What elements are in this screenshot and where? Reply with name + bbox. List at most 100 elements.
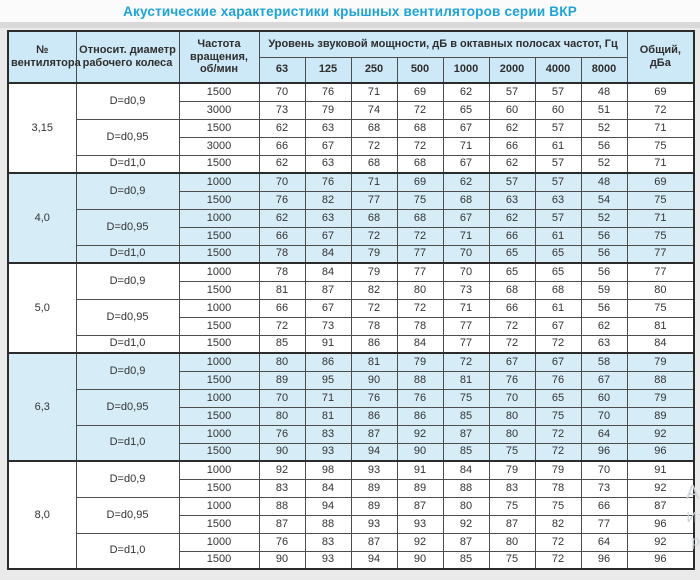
level-cell-1000: 77	[442, 316, 490, 336]
speed-cell: 1500	[178, 478, 260, 498]
header-speed: Частота вращения, об/мин	[178, 30, 260, 84]
level-cell-8000: 51	[580, 100, 628, 120]
total-cell: 75	[626, 136, 695, 156]
diameter-cell: D=d0,95	[75, 388, 180, 426]
diameter-cell: D=d0,9	[75, 172, 180, 210]
level-cell-63: 78	[258, 244, 306, 264]
header-freq-8000: 8000	[580, 56, 628, 84]
level-cell-1000: 73	[442, 280, 490, 300]
level-cell-1000: 62	[442, 82, 490, 102]
level-cell-125: 98	[304, 460, 352, 480]
level-cell-2000: 62	[488, 208, 536, 228]
table-row: 1500 90 93 94 90 85 75 72 96 96	[8, 550, 695, 570]
level-cell-8000: 77	[580, 514, 628, 534]
level-cell-125: 93	[304, 442, 352, 462]
level-cell-4000: 60	[534, 100, 582, 120]
level-cell-1000: 72	[442, 352, 490, 372]
level-cell-8000: 96	[580, 442, 628, 462]
level-cell-63: 70	[258, 388, 306, 408]
speed-cell: 1500	[178, 406, 260, 426]
speed-cell: 1000	[178, 172, 260, 192]
total-cell: 88	[626, 370, 695, 390]
table-row: 5,0 D=d0,9 1000 78 84 79 77 70 65 65 56 77	[7, 262, 695, 354]
level-cell-500: 72	[396, 100, 444, 120]
level-cell-250: 81	[350, 352, 398, 372]
diameter-cell: D=d1,0	[75, 424, 180, 462]
level-cell-500: 90	[396, 442, 444, 462]
level-cell-8000: 96	[580, 550, 628, 570]
level-cell-250: 76	[350, 388, 398, 408]
level-cell-2000: 60	[488, 100, 536, 120]
total-cell: 79	[626, 388, 695, 408]
level-cell-63: 66	[258, 298, 306, 318]
level-cell-250: 87	[350, 424, 398, 444]
level-cell-63: 87	[258, 514, 306, 534]
level-cell-63: 62	[258, 118, 306, 138]
level-cell-250: 77	[350, 190, 398, 210]
speed-cell: 1000	[178, 262, 260, 282]
level-cell-1000: 67	[442, 118, 490, 138]
level-cell-2000: 70	[488, 388, 536, 408]
header-freq-500: 500	[396, 56, 444, 84]
table-row: D=d1,0 1500 78 84 79 77 70 65 65 56 77	[8, 244, 695, 264]
level-cell-8000: 70	[580, 406, 628, 426]
level-cell-63: 76	[258, 190, 306, 210]
level-cell-125: 83	[304, 532, 352, 552]
diameter-cell: D=d1,0	[75, 334, 180, 354]
level-cell-63: 89	[258, 370, 306, 390]
table-row: D=d1,0 1500 62 63 68 68 67 62 57 52 71	[8, 154, 695, 174]
level-cell-2000: 75	[488, 550, 536, 570]
level-cell-250: 72	[350, 298, 398, 318]
table-container: № вентилятора Относит. диаметр рабочего …	[0, 28, 700, 570]
level-cell-250: 71	[350, 82, 398, 102]
level-cell-125: 91	[304, 334, 352, 354]
fan-number-cell: 6,3	[7, 352, 77, 462]
level-cell-2000: 63	[488, 190, 536, 210]
level-cell-2000: 66	[488, 226, 536, 246]
level-cell-2000: 68	[488, 280, 536, 300]
table-row: D=d1,0 1000 76 83 87 92 87 80 72 64 92	[8, 424, 695, 462]
fan-number-cell: 5,0	[7, 262, 77, 354]
level-cell-8000: 58	[580, 352, 628, 372]
level-cell-4000: 72	[534, 334, 582, 354]
level-cell-500: 69	[396, 172, 444, 192]
level-cell-63: 88	[258, 496, 306, 516]
level-cell-500: 77	[396, 262, 444, 282]
level-cell-250: 79	[350, 262, 398, 282]
table-header: № вентилятора Относит. диаметр рабочего …	[7, 30, 695, 84]
header-freq-63: 63	[258, 56, 306, 84]
speed-cell: 1500	[178, 244, 260, 264]
level-cell-1000: 85	[442, 550, 490, 570]
diameter-cell: D=d0,95	[75, 496, 180, 534]
level-cell-125: 83	[304, 424, 352, 444]
level-cell-500: 92	[396, 532, 444, 552]
level-cell-4000: 57	[534, 172, 582, 192]
table-row: 1500 87 88 93 93 92 87 82 77 96	[8, 514, 695, 534]
level-cell-63: 80	[258, 352, 306, 372]
level-cell-63: 81	[258, 280, 306, 300]
level-cell-500: 84	[396, 334, 444, 354]
level-cell-8000: 54	[580, 190, 628, 210]
total-cell: 87	[626, 496, 695, 516]
speed-cell: 1500	[178, 118, 260, 138]
level-cell-2000: 76	[488, 370, 536, 390]
level-cell-250: 68	[350, 154, 398, 174]
level-cell-63: 70	[258, 82, 306, 102]
table-row: 1500 83 84 89 89 88 83 78 73 92	[8, 478, 695, 498]
level-cell-500: 91	[396, 460, 444, 480]
level-cell-2000: 62	[488, 118, 536, 138]
total-cell: 72	[626, 100, 695, 120]
level-cell-1000: 65	[442, 100, 490, 120]
fan-number-cell: 4,0	[7, 172, 77, 264]
level-cell-4000: 76	[534, 370, 582, 390]
diameter-cell: D=d1,0	[75, 154, 180, 174]
level-cell-500: 77	[396, 244, 444, 264]
level-cell-500: 76	[396, 388, 444, 408]
table-row: 1500 81 87 82 80 73 68 68 59 80	[8, 280, 695, 300]
speed-cell: 1000	[178, 460, 260, 480]
level-cell-8000: 52	[580, 118, 628, 138]
total-cell: 92	[626, 478, 695, 498]
header-freq-1000: 1000	[442, 56, 490, 84]
level-cell-1000: 81	[442, 370, 490, 390]
level-cell-1000: 87	[442, 532, 490, 552]
